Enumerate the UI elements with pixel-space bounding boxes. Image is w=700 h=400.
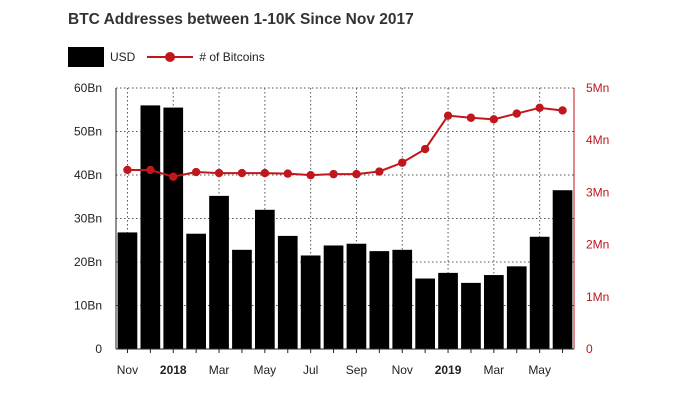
usd-bar [255, 209, 275, 349]
usd-bars [117, 105, 573, 350]
chart-title: BTC Addresses between 1-10K Since Nov 20… [68, 11, 414, 28]
bitcoins-point [283, 169, 292, 178]
left-axis-tick-label: 50Bn [74, 125, 102, 139]
x-axis-tick-label: Sep [346, 363, 368, 377]
right-axis-tick-label: 2Mn [586, 238, 609, 252]
bitcoins-point [558, 106, 567, 115]
bitcoins-point [306, 170, 315, 180]
bitcoins-point [146, 165, 155, 175]
left-axis-tick-label: 40Bn [74, 168, 102, 182]
usd-bar [232, 249, 252, 349]
chart-legend: USD # of Bitcoins [68, 46, 265, 68]
bitcoins-point [375, 167, 384, 176]
bitcoins-point [169, 172, 178, 181]
legend-usd-label: USD [110, 50, 136, 64]
bitcoins-point [352, 169, 361, 179]
bitcoins-point [535, 103, 544, 113]
usd-bar [300, 255, 321, 349]
usd-bar [163, 107, 184, 349]
bitcoins-point [237, 168, 247, 178]
axes [115, 88, 575, 353]
right-axis-tick-label: 3Mn [586, 185, 609, 199]
x-axis-tick-label: May [254, 363, 277, 377]
usd-bar [461, 282, 481, 349]
legend-usd-swatch [68, 47, 104, 67]
usd-bar [369, 251, 390, 349]
bitcoins-point [329, 169, 338, 179]
usd-bar [392, 249, 413, 349]
x-axis-tick-label: 2018 [160, 363, 187, 377]
usd-bar [529, 236, 550, 349]
right-axis-tick-label: 0 [586, 342, 593, 356]
bitcoins-point [260, 168, 270, 178]
bitcoins-point [489, 115, 499, 124]
usd-bar [506, 266, 527, 349]
bitcoins-point [443, 111, 453, 120]
left-axis-tick-label: 0 [95, 342, 102, 356]
bitcoins-point [123, 165, 132, 175]
x-axis-tick-label: Nov [117, 363, 138, 377]
bitcoins-point [398, 158, 407, 167]
right-axis-tick-label: 4Mn [586, 133, 609, 147]
bitcoins-line-series [123, 103, 567, 181]
left-axis-tick-label: 30Bn [74, 212, 102, 226]
tick-labels: 0 10Bn 20Bn 30Bn 40Bn 50Bn 60Bn 0 1Mn 2Mn 3Mn 4Mn 5M… [74, 81, 609, 377]
left-axis-tick-label: 20Bn [74, 255, 102, 269]
left-axis-tick-label: 60Bn [74, 81, 102, 95]
usd-bar [186, 233, 206, 349]
left-axis-tick-label: 10Bn [74, 299, 102, 313]
usd-bar [323, 245, 344, 349]
right-axis-tick-label: 1Mn [586, 290, 609, 304]
usd-bar [415, 278, 435, 349]
usd-bar [209, 195, 229, 349]
legend-bitcoins-line-marker [147, 47, 194, 67]
bitcoins-point [214, 168, 224, 178]
grid-layer [116, 87, 574, 349]
right-axis-tick-label: 5Mn [586, 81, 609, 95]
usd-bar [346, 243, 367, 349]
bitcoins-point [466, 113, 476, 122]
usd-bar [117, 232, 138, 349]
x-axis-tick-label: Mar [484, 363, 505, 377]
usd-bar [484, 275, 504, 349]
usd-bar [140, 105, 161, 350]
x-axis-tick-label: 2019 [435, 363, 462, 377]
x-axis-tick-label: Nov [392, 363, 413, 377]
x-axis-tick-label: May [528, 363, 551, 377]
x-axis-tick-label: Mar [209, 363, 230, 377]
x-axis-tick-label: Jul [303, 363, 318, 377]
usd-bar [552, 190, 573, 349]
usd-bar [438, 272, 458, 349]
bitcoins-point [191, 167, 201, 177]
usd-bar [277, 235, 298, 349]
bitcoins-point [512, 109, 521, 118]
bitcoins-point [420, 144, 430, 154]
legend-bitcoins-label: # of Bitcoins [199, 50, 265, 64]
